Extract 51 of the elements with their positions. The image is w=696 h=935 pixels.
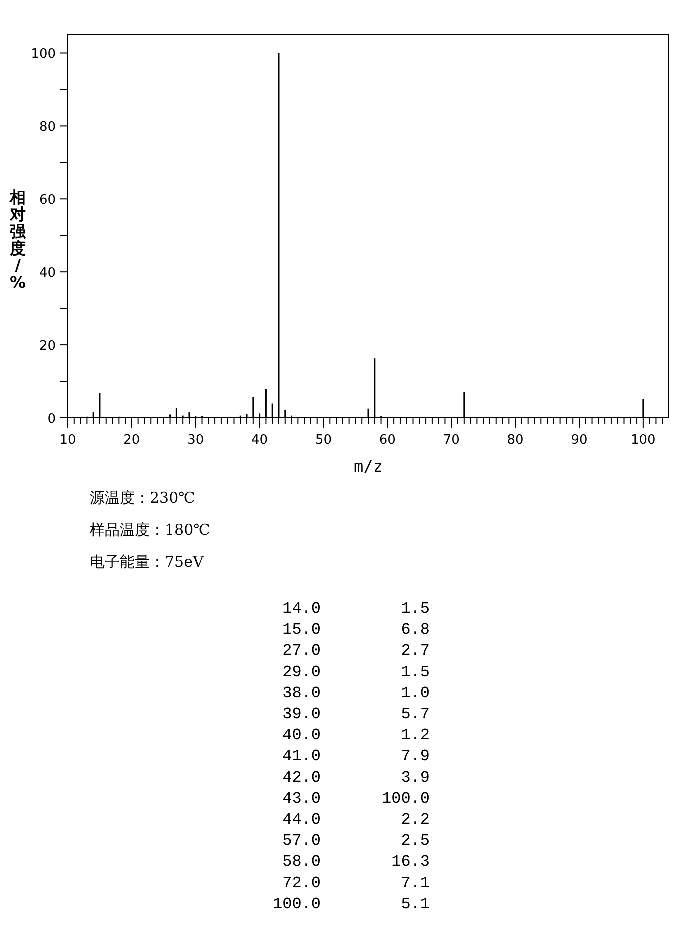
text: 6.8 [401,621,430,640]
text: 57.0 [282,832,321,850]
text: 7.1 [401,874,430,892]
text: 1.0 [401,684,430,702]
text: 电子能量：75eV [90,553,205,571]
text: 15.0 [282,621,321,640]
text: 3.9 [401,768,430,787]
y-tick-label: 0 [48,412,56,427]
text: 16.3 [392,853,430,872]
text: 42.0 [282,768,321,787]
text: 5.7 [401,706,430,724]
text: 27.0 [282,642,321,660]
x-tick-label: 90 [571,433,588,448]
x-tick-label: 70 [443,433,460,448]
x-tick-label: 20 [124,433,140,448]
text: 40.0 [282,726,321,745]
x-axis-title: m/z [354,457,383,476]
text: 44.0 [282,811,321,829]
x-tick-label: 50 [315,433,332,448]
text: 1.2 [401,726,430,745]
text: 100.0 [382,790,430,808]
text: 41.0 [282,748,321,766]
text: 1.5 [401,663,430,682]
y-axis-title: 相对强度/% [9,188,27,292]
text: 39.0 [282,706,321,724]
text: 72.0 [282,874,321,892]
y-tick-label: 100 [31,47,56,62]
text: 1.5 [401,600,430,618]
text: 2.2 [401,811,430,829]
x-tick-label: 100 [631,433,656,448]
y-tick-label: 60 [39,193,56,208]
x-tick-label: 40 [252,433,268,448]
text: 5.1 [401,895,430,914]
text: 源温度：230℃ [90,489,196,507]
x-tick-label: 10 [60,433,76,448]
text: 样品温度：180℃ [90,521,210,539]
text: 100.0 [272,895,321,914]
text: 58.0 [282,853,321,872]
text: 2.7 [401,642,430,660]
y-tick-label: 20 [39,339,56,354]
text: 43.0 [282,790,321,808]
text: 38.0 [282,684,321,702]
y-tick-label: 40 [39,266,56,282]
text: 29.0 [282,663,321,682]
text: 14.0 [282,600,321,618]
y-tick-label: 80 [39,120,56,136]
x-tick-label: 30 [188,433,204,448]
text: 7.9 [401,748,430,766]
x-tick-label: 60 [379,433,396,448]
x-tick-label: 80 [507,433,524,448]
text: 2.5 [401,832,430,850]
